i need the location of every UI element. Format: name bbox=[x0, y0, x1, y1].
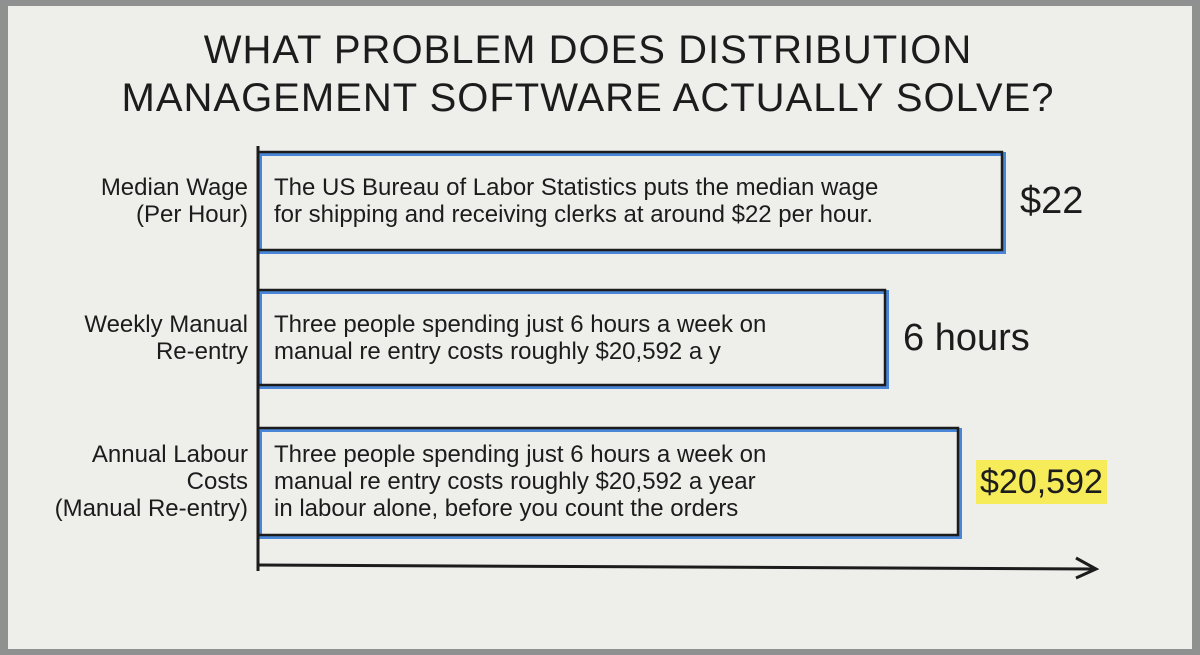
row-label: Re-entry bbox=[155, 337, 248, 365]
row-label: (Manual Re-entry) bbox=[54, 495, 248, 522]
box-highlight bbox=[258, 152, 1006, 254]
row-label: Costs bbox=[186, 468, 248, 495]
box-text: manual re entry costs roughly $20,592 a … bbox=[274, 468, 756, 495]
horizontal-axis bbox=[257, 563, 1094, 571]
box-highlight bbox=[258, 428, 962, 539]
box-text: in labour alone, before you count the or… bbox=[274, 495, 739, 522]
row-label: Annual Labour bbox=[91, 441, 248, 468]
row-value: 6 hours bbox=[903, 316, 1030, 359]
arrow-head bbox=[1075, 556, 1100, 580]
title-line: MANAGEMENT SOFTWARE ACTUALLY SOLVE? bbox=[121, 76, 1055, 120]
box-text: for shipping and receiving clerks at aro… bbox=[274, 201, 874, 228]
whiteboard: WHAT PROBLEM DOES DISTRIBUTION MANAGEMENT… bbox=[8, 6, 1192, 649]
box-text: Three people spending just 6 hours a wee… bbox=[274, 441, 767, 468]
row-value: $22 bbox=[1020, 180, 1084, 222]
row-label: (Per Hour) bbox=[135, 201, 248, 228]
row-label: Median Wage bbox=[100, 174, 248, 201]
box-highlight bbox=[258, 290, 889, 389]
box-text: Three people spending just 6 hours a wee… bbox=[274, 310, 767, 338]
row-value: $20,592 bbox=[976, 459, 1107, 504]
row-label: Weekly Manual bbox=[84, 310, 248, 338]
box-text: manual re entry costs roughly $20,592 a … bbox=[274, 337, 721, 365]
title-line: WHAT PROBLEM DOES DISTRIBUTION bbox=[203, 28, 973, 72]
diagram-lines bbox=[256, 146, 1100, 580]
box-text: The US Bureau of Labor Statistics puts t… bbox=[274, 174, 879, 201]
